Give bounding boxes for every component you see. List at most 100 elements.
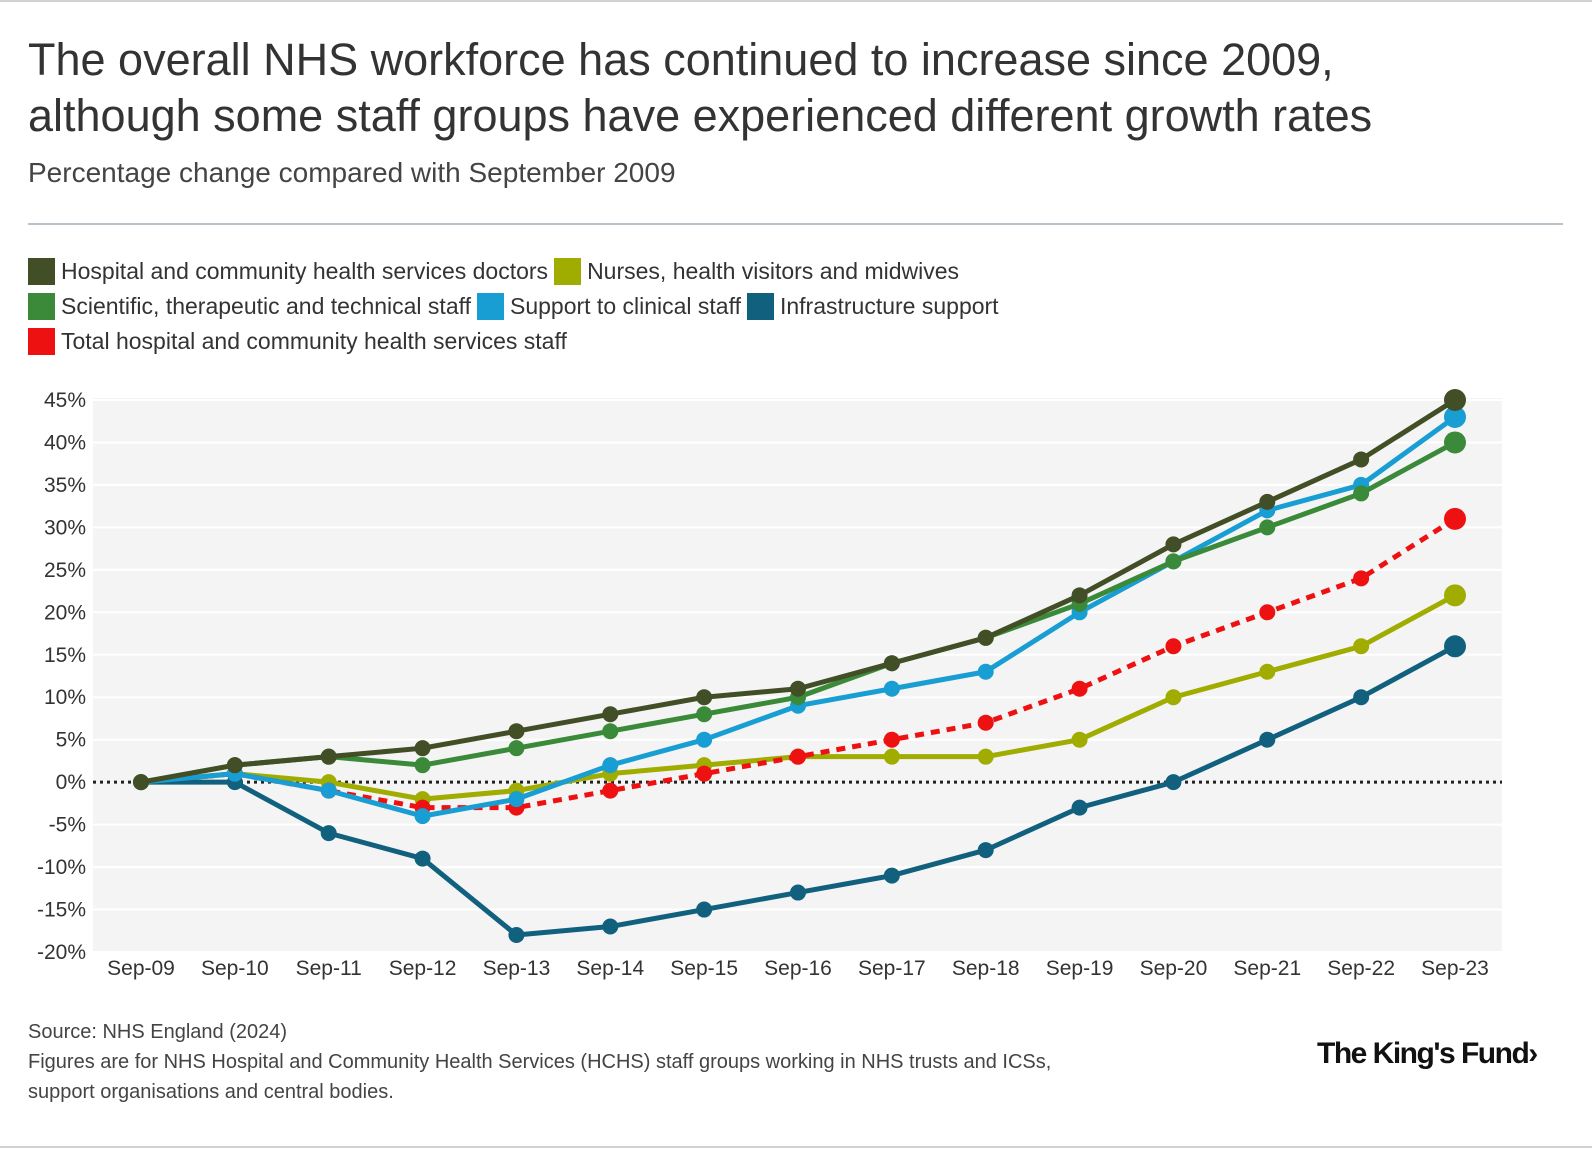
data-point bbox=[1165, 536, 1182, 553]
x-tick-label: Sep-22 bbox=[1327, 957, 1395, 980]
logo-chevron-icon: › bbox=[1528, 1037, 1538, 1070]
legend-swatch bbox=[28, 258, 55, 285]
legend-swatch bbox=[476, 293, 504, 320]
data-point bbox=[1165, 638, 1182, 655]
plot-area bbox=[93, 398, 1502, 952]
legend-item-total-hospital-and-community-health-services-staff: Total hospital and community health serv… bbox=[28, 324, 567, 359]
data-point bbox=[883, 867, 900, 884]
data-point bbox=[1259, 663, 1276, 680]
x-tick-label: Sep-13 bbox=[483, 957, 551, 980]
kings-fund-logo: The King's Fund› bbox=[1317, 1037, 1538, 1071]
data-point bbox=[414, 740, 431, 757]
legend-item-scientific-therapeutic-and-technical-staff: Scientific, therapeutic and technical st… bbox=[28, 289, 471, 324]
data-point bbox=[1165, 689, 1182, 706]
series-hospital-and-community-health-services-doctors bbox=[133, 389, 1466, 791]
y-tick-label: 30% bbox=[44, 516, 86, 539]
data-point bbox=[1353, 570, 1370, 587]
legend-item-hospital-and-community-health-services-doctors: Hospital and community health services d… bbox=[28, 254, 548, 289]
y-tick-label: 40% bbox=[44, 431, 86, 454]
data-point bbox=[226, 757, 243, 774]
x-tick-label: Sep-10 bbox=[201, 957, 269, 980]
data-point bbox=[508, 791, 525, 808]
y-tick-label: 15% bbox=[44, 644, 86, 667]
y-tick-label: -5% bbox=[49, 814, 86, 837]
y-tick-label: 5% bbox=[56, 729, 86, 752]
x-tick-label: Sep-18 bbox=[952, 957, 1020, 980]
data-point bbox=[790, 748, 806, 765]
chart-legend: Hospital and community health services d… bbox=[28, 254, 1568, 359]
y-tick-label: -15% bbox=[37, 899, 86, 922]
data-point bbox=[414, 850, 431, 867]
data-point bbox=[1353, 689, 1370, 706]
x-tick-label: Sep-14 bbox=[576, 957, 644, 980]
data-point bbox=[602, 706, 619, 723]
y-tick-label: -10% bbox=[37, 856, 86, 879]
data-point bbox=[320, 748, 337, 765]
footnote-line-2: support organisations and central bodies… bbox=[28, 1081, 394, 1103]
x-tick-label: Sep-21 bbox=[1233, 957, 1301, 980]
legend-label: Scientific, therapeutic and technical st… bbox=[61, 293, 471, 319]
y-tick-label: 25% bbox=[44, 559, 86, 582]
x-axis: Sep-09 Sep-10 Sep-11 Sep-12 Sep-13 Sep-14 Sep-… bbox=[107, 957, 1489, 980]
data-point bbox=[883, 748, 900, 765]
x-tick-label: Sep-12 bbox=[389, 957, 457, 980]
data-point bbox=[602, 757, 619, 774]
header-divider bbox=[28, 223, 1563, 225]
chart-title: The overall NHS workforce has continued … bbox=[28, 32, 1548, 144]
data-point bbox=[1444, 405, 1466, 428]
source-note: Source: NHS England (2024) bbox=[28, 1021, 288, 1043]
data-point bbox=[602, 918, 619, 935]
title-line-2: although some staff groups have experien… bbox=[28, 90, 1373, 141]
data-point bbox=[977, 663, 994, 680]
data-point bbox=[414, 757, 431, 774]
data-point bbox=[1071, 587, 1088, 604]
x-tick-label: Sep-09 bbox=[107, 957, 175, 980]
data-point bbox=[1071, 731, 1088, 748]
x-tick-label: Sep-11 bbox=[296, 957, 362, 980]
data-point bbox=[696, 731, 713, 748]
data-point bbox=[414, 808, 431, 825]
data-point bbox=[1165, 774, 1182, 791]
y-tick-label: -20% bbox=[37, 941, 86, 964]
data-point bbox=[1353, 485, 1370, 502]
line-chart: 45% 40% 35% 30% 25% 20% 15% 10% 5% 0% -5% -10% -15% -… bbox=[37, 389, 1502, 980]
data-point bbox=[1165, 553, 1182, 570]
gridlines bbox=[93, 399, 1502, 953]
y-tick-label: 10% bbox=[44, 686, 86, 709]
chart-subtitle: Percentage change compared with Septembe… bbox=[28, 157, 676, 188]
legend-label: Support to clinical staff bbox=[509, 293, 741, 319]
legend-label: Total hospital and community health serv… bbox=[61, 328, 567, 354]
data-point bbox=[1444, 584, 1466, 607]
y-tick-label: 20% bbox=[44, 601, 86, 624]
data-point bbox=[1071, 680, 1088, 697]
data-point bbox=[977, 748, 994, 765]
legend-swatch bbox=[746, 293, 774, 320]
data-point bbox=[1259, 493, 1276, 510]
data-point bbox=[1259, 519, 1276, 536]
x-tick-label: Sep-15 bbox=[670, 957, 738, 980]
y-tick-label: 0% bbox=[56, 771, 86, 794]
data-point bbox=[977, 714, 994, 731]
data-point bbox=[696, 706, 713, 723]
x-tick-label: Sep-17 bbox=[858, 957, 926, 980]
data-point bbox=[320, 782, 337, 799]
title-line-1: The overall NHS workforce has continued … bbox=[28, 34, 1334, 85]
legend-label: Infrastructure support bbox=[779, 293, 999, 319]
x-tick-label: Sep-20 bbox=[1140, 957, 1208, 980]
data-point bbox=[696, 689, 713, 706]
data-point bbox=[696, 765, 713, 782]
data-point bbox=[977, 842, 994, 859]
data-point bbox=[602, 723, 619, 740]
data-point bbox=[883, 680, 900, 697]
data-point bbox=[977, 629, 994, 646]
data-point bbox=[508, 927, 525, 944]
logo-text: The King's Fund bbox=[1317, 1037, 1530, 1070]
data-point bbox=[1353, 451, 1370, 468]
legend-item-support-to-clinical-staff: Support to clinical staff bbox=[476, 289, 741, 324]
data-point bbox=[1071, 799, 1088, 816]
chart-footer: Source: NHS England (2024) Figures are f… bbox=[28, 1017, 1278, 1107]
y-tick-label: 35% bbox=[44, 474, 86, 497]
data-point bbox=[1444, 635, 1466, 658]
data-point bbox=[602, 782, 619, 799]
data-point bbox=[1444, 431, 1466, 454]
